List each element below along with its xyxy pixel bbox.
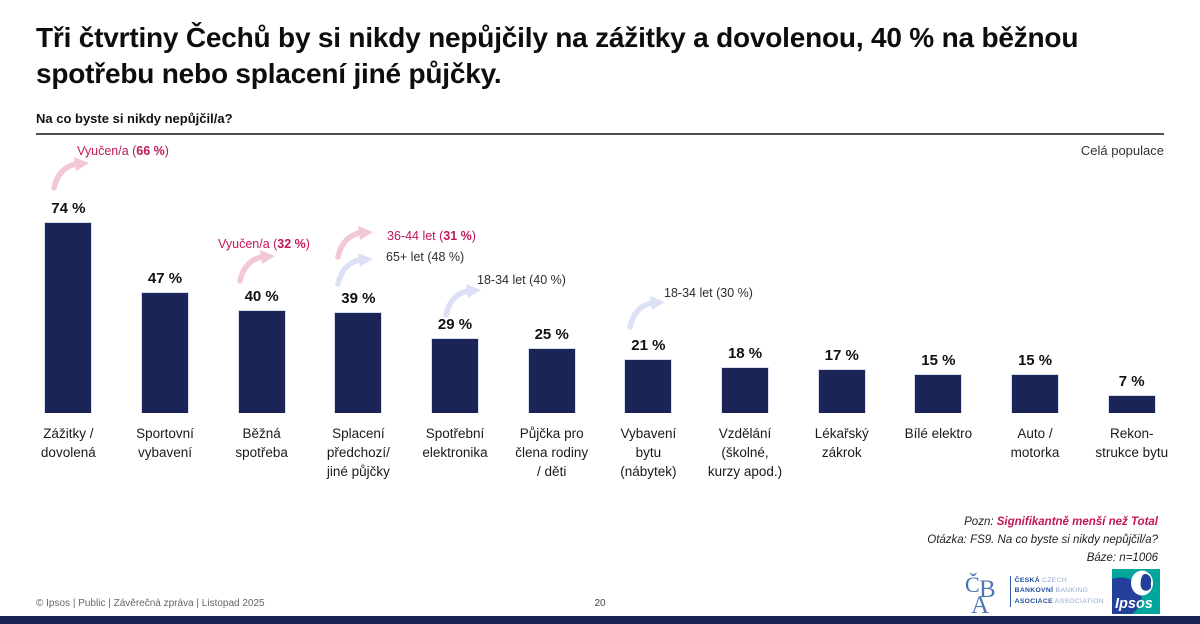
footnotes: Pozn: Signifikantně menší než Total Otáz… bbox=[927, 514, 1158, 567]
survey-question: Na co byste si nikdy nepůjčil/a? bbox=[36, 111, 233, 126]
curved-arrow-icon bbox=[626, 296, 666, 335]
cba-row: ASOCIACE ASSOCIATION bbox=[1014, 597, 1104, 605]
logos-row: Č B A ČESKÁ CZECH BANKOVNÍ BANKING ASOCI… bbox=[964, 569, 1160, 614]
bar bbox=[431, 338, 480, 413]
bar-column: 7 % Rekon-strukce bytu bbox=[1083, 183, 1180, 481]
note-significance-highlight: Signifikantně menší než Total bbox=[996, 516, 1158, 528]
annotation-text: Vyučen/a (66 %) bbox=[77, 144, 169, 158]
bar-chart: 74 % Zážitky / dovolená 47 % Sportovní vybave… bbox=[20, 183, 1180, 481]
curved-arrow-icon bbox=[442, 284, 482, 323]
bar-area: 15 % bbox=[987, 183, 1084, 413]
bar bbox=[237, 310, 286, 413]
category-label: Běžná spotřeba bbox=[235, 426, 288, 461]
bar-area: 74 % bbox=[20, 183, 117, 413]
category-label: Vybavení bytu (nábytek) bbox=[620, 426, 677, 480]
bar-value-label: 15 % bbox=[1017, 352, 1053, 369]
bar-value-label: 7 % bbox=[1118, 373, 1145, 390]
annotation-text: 18-34 let (40 %) bbox=[477, 273, 566, 287]
bar-area: 29 % bbox=[407, 183, 504, 413]
bar-area: 18 % bbox=[697, 183, 794, 413]
bar bbox=[624, 359, 673, 413]
bar-column: 25 % Půjčka pro člena rodiny / děti bbox=[503, 183, 600, 481]
bar-area: 7 % bbox=[1083, 183, 1180, 413]
bar-column: 21 % Vybavení bytu (nábytek) bbox=[600, 183, 697, 481]
bar-column: 74 % Zážitky / dovolená bbox=[20, 183, 117, 481]
bar bbox=[527, 348, 576, 413]
bar-area: 47 % bbox=[117, 183, 214, 413]
bar bbox=[721, 367, 770, 413]
category-label: Sportovní vybavení bbox=[136, 426, 194, 461]
bar bbox=[141, 292, 189, 413]
curved-arrow-icon bbox=[50, 157, 90, 196]
ipsos-logo-icon: Ipsos bbox=[1112, 569, 1160, 614]
category-label: Rekon-strukce bytu bbox=[1095, 426, 1169, 461]
curved-arrow-icon bbox=[334, 253, 374, 292]
category-label: Auto / motorka bbox=[1010, 426, 1060, 461]
category-label: Lékařský zákrok bbox=[814, 426, 869, 461]
svg-text:B: B bbox=[979, 576, 996, 603]
annotation-text: 36-44 let (31 %) bbox=[387, 229, 476, 243]
bar bbox=[44, 222, 93, 413]
svg-text:A: A bbox=[971, 592, 989, 614]
bar-value-label: 17 % bbox=[824, 347, 859, 364]
bar-area: 21 % bbox=[600, 183, 697, 413]
page-title: Tři čtvrtiny Čechů by si nikdy nepůjčily… bbox=[36, 22, 1079, 90]
bar-column: 15 % Bílé elektro bbox=[890, 183, 987, 481]
note-question: Otázka: FS9. Na co byste si nikdy nepůjč… bbox=[927, 533, 1158, 546]
footer-copyright: © Ipsos | Public | Závěrečná zpráva | Li… bbox=[36, 598, 265, 609]
bar-value-label: 18 % bbox=[727, 345, 763, 362]
bar-value-label: 15 % bbox=[921, 352, 956, 369]
bar-area: 39 % bbox=[310, 183, 407, 413]
bar-value-label: 74 % bbox=[51, 200, 86, 217]
bar bbox=[817, 369, 866, 413]
cba-logo: Č B A ČESKÁ CZECH BANKOVNÍ BANKING ASOCI… bbox=[964, 570, 1104, 614]
cba-row: BANKOVNÍ BANKING bbox=[1014, 587, 1089, 595]
bar-area: 40 % bbox=[213, 183, 310, 413]
category-label: Vzdělání (školné, kurzy apod.) bbox=[707, 426, 783, 480]
bar-area: 17 % bbox=[793, 183, 890, 413]
bar bbox=[1107, 395, 1156, 413]
bar-area: 25 % bbox=[503, 183, 600, 413]
category-label: Půjčka pro člena rodiny / děti bbox=[515, 426, 589, 480]
bar-column: 29 % Spotřební elektronika bbox=[407, 183, 504, 481]
divider-rule bbox=[36, 133, 1164, 135]
category-label: Splacení předchozí/jiné půjčky bbox=[326, 426, 390, 480]
bar-value-label: 25 % bbox=[534, 326, 569, 343]
bar-value-label: 40 % bbox=[244, 288, 279, 305]
category-label: Zážitky / dovolená bbox=[40, 426, 96, 461]
bar-column: 18 % Vzdělání (školné, kurzy apod.) bbox=[697, 183, 794, 481]
category-label: Spotřební elektronika bbox=[422, 426, 488, 461]
bar-value-label: 29 % bbox=[437, 316, 473, 333]
bar-value-label: 21 % bbox=[631, 337, 666, 354]
bar bbox=[1011, 374, 1060, 413]
curved-arrow-icon bbox=[334, 226, 374, 265]
cba-row: ČESKÁ CZECH bbox=[1014, 577, 1068, 585]
cba-wordmark: ČESKÁ CZECH BANKOVNÍ BANKING ASOCIACE AS… bbox=[1009, 576, 1104, 607]
category-label: Bílé elektro bbox=[904, 426, 973, 441]
bar-column: 40 % Běžná spotřeba bbox=[213, 183, 310, 481]
page-number: 20 bbox=[594, 598, 606, 609]
annotation-text: Vyučen/a (32 %) bbox=[218, 237, 310, 251]
bar-area: 15 % bbox=[890, 183, 987, 413]
note-base: Báze: n=1006 bbox=[1086, 551, 1158, 564]
population-label: Celá populace bbox=[1080, 143, 1164, 158]
bar-column: 17 % Lékařský zákrok bbox=[793, 183, 890, 481]
bar-column: 39 % Splacení předchozí/jiné půjčky bbox=[310, 183, 407, 481]
annotation-text: 18-34 let (30 %) bbox=[664, 286, 753, 300]
footer-accent-bar bbox=[0, 616, 1200, 624]
bar bbox=[914, 374, 963, 413]
bar-value-label: 39 % bbox=[341, 290, 376, 307]
note-significance: Pozn: Signifikantně menší než Total bbox=[964, 516, 1158, 528]
svg-text:Č: Č bbox=[965, 572, 980, 597]
cba-monogram-icon: Č B A bbox=[965, 572, 996, 614]
curved-arrow-icon bbox=[236, 250, 276, 289]
annotation-text: 65+ let (48 %) bbox=[386, 250, 465, 264]
svg-text:Ipsos: Ipsos bbox=[1115, 596, 1153, 612]
bar-column: 47 % Sportovní vybavení bbox=[117, 183, 214, 481]
bar-column: 15 % Auto / motorka bbox=[987, 183, 1084, 481]
bar bbox=[334, 312, 383, 413]
bar-value-label: 47 % bbox=[147, 270, 183, 287]
